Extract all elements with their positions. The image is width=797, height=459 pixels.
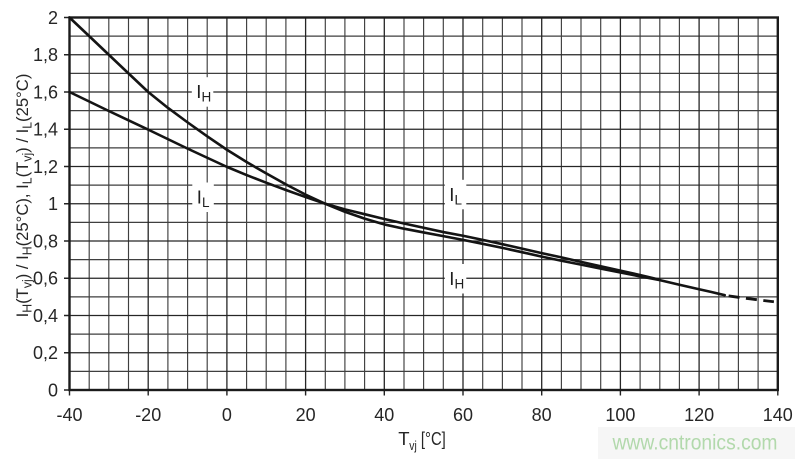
svg-text:120: 120	[684, 405, 714, 425]
svg-text:1,4: 1,4	[33, 120, 58, 140]
svg-text:140: 140	[763, 405, 793, 425]
svg-text:100: 100	[605, 405, 635, 425]
svg-text:80: 80	[532, 405, 552, 425]
svg-text:0: 0	[48, 380, 58, 400]
svg-text:IH(Tvj) / IH(25°C), IL(Tvj) /: IH(Tvj) / IH(25°C), IL(Tvj) / IL(25°C)	[13, 74, 35, 318]
svg-text:vj: vj	[409, 438, 417, 453]
svg-text:2: 2	[48, 8, 58, 28]
svg-text:40: 40	[374, 405, 394, 425]
svg-text:1,2: 1,2	[33, 157, 58, 177]
svg-text:www.cntronics.com: www.cntronics.com	[612, 431, 778, 455]
svg-text:-20: -20	[135, 405, 161, 425]
svg-text:20: 20	[296, 405, 316, 425]
svg-text:1,6: 1,6	[33, 82, 58, 102]
svg-text:-40: -40	[56, 405, 82, 425]
svg-text:0,8: 0,8	[33, 231, 58, 251]
svg-text:1: 1	[48, 194, 58, 214]
svg-text:0,2: 0,2	[33, 343, 58, 363]
svg-text:60: 60	[453, 405, 473, 425]
svg-text:1,8: 1,8	[33, 45, 58, 65]
svg-text:0,6: 0,6	[33, 269, 58, 289]
svg-text:T: T	[398, 428, 409, 449]
svg-text:0,4: 0,4	[33, 306, 58, 326]
svg-text:[°C]: [°C]	[421, 428, 446, 449]
svg-text:0: 0	[222, 405, 232, 425]
